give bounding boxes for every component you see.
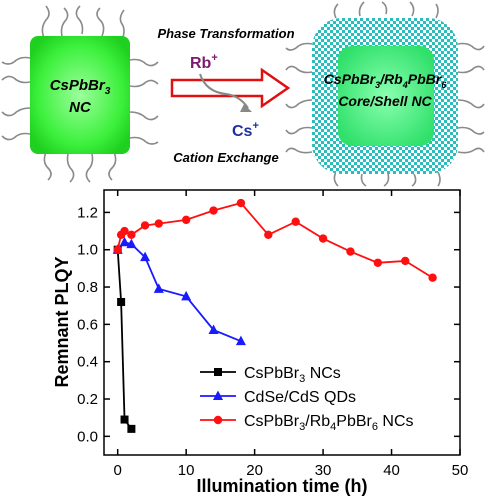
left-label-line1: CsPbBr3	[50, 77, 111, 97]
phase-transformation-caption: Phase Transformation	[157, 26, 294, 41]
series-markers	[112, 198, 437, 433]
y-tick-label: 0.6	[77, 316, 98, 333]
data-point-series-0	[120, 415, 129, 424]
legend-text-part: 3	[299, 373, 305, 385]
legend-marker-0	[214, 368, 222, 376]
data-point-series-1	[153, 283, 164, 293]
legend-text-part: NCs	[378, 413, 414, 430]
plqy-chart: 0 10 20 30 40 50 0.0 0.2 0.4 0.6 0.8 1.0 1.2 Illumi…	[52, 189, 469, 496]
x-tick-label: 0	[114, 462, 122, 479]
rb-ion-label: Rb+	[190, 52, 218, 72]
data-point-series-1	[126, 238, 137, 249]
legend-text-part: 3	[299, 421, 305, 433]
x-tick-label: 20	[246, 462, 263, 479]
legend-text-part: 4	[330, 421, 336, 433]
y-tick-label: 0.4	[77, 354, 98, 371]
data-point-series-2	[209, 206, 218, 215]
legend-marker-1	[213, 390, 223, 400]
legend-label-2: CsPbBr3/Rb4PbBr6 NCs	[244, 413, 414, 433]
plot-frame	[103, 189, 461, 456]
legend-label-0: CsPbBr3 NCs	[244, 365, 341, 385]
left-nanocrystal: CsPbBr3 NC	[1, 5, 159, 183]
right-core	[338, 46, 434, 146]
data-point-series-2	[346, 247, 355, 256]
y-tick-label: 0.0	[77, 428, 98, 445]
data-point-series-2	[127, 230, 136, 239]
reaction-arrow-group: Phase Transformation Rb+ Cs+ Cation Exch…	[157, 26, 294, 165]
series-line-2	[116, 202, 434, 279]
legend-text-part: PbBr	[336, 413, 372, 430]
left-core	[30, 36, 130, 154]
x-tick-label: 10	[178, 462, 195, 479]
data-point-series-2	[373, 258, 383, 267]
cs-ion-label: Cs+	[232, 120, 259, 140]
right-ligands	[285, 1, 485, 187]
legend-text-part: CsPbBr	[244, 365, 300, 382]
data-point-series-2	[291, 217, 300, 226]
data-point-series-2	[140, 221, 150, 230]
cation-exchange-caption: Cation Exchange	[173, 150, 278, 165]
legend-label-1: CdSe/CdS QDs	[244, 389, 356, 406]
data-point-series-1	[119, 236, 130, 247]
data-point-series-2	[264, 230, 273, 239]
data-point-series-2	[401, 256, 410, 266]
y-tick-label: 1.2	[77, 204, 98, 221]
right-label-line1: CsPbBr3/Rb4PbBr6	[324, 71, 447, 90]
data-point-series-0	[117, 297, 126, 306]
data-point-series-1	[140, 251, 151, 262]
x-tick-label: 30	[315, 462, 332, 479]
y-tick-label: 0.8	[77, 279, 98, 296]
legend-text-part: /Rb	[305, 413, 330, 430]
data-point-series-2	[154, 219, 163, 228]
data-point-series-0	[127, 424, 136, 433]
data-point-series-2	[318, 234, 328, 243]
y-tick-label: 0.2	[77, 391, 98, 408]
x-axis-label: Illumination time (h)	[197, 476, 368, 496]
left-label-line2: NC	[69, 99, 92, 116]
x-tick-label: 50	[452, 462, 469, 479]
x-tick-label: 40	[383, 462, 400, 479]
legend-text-part: NCs	[305, 365, 341, 382]
legend-text-part: 6	[372, 421, 378, 433]
exchange-curve	[199, 73, 249, 109]
data-point-series-2	[120, 226, 129, 236]
right-nanocrystal: CsPbBr3/Rb4PbBr6 Core/Shell NC	[285, 1, 485, 187]
data-point-series-2	[428, 273, 437, 282]
data-point-series-2	[113, 245, 122, 254]
data-point-series-2	[181, 215, 191, 225]
legend-text-part: CsPbBr	[244, 413, 300, 430]
left-ligands	[1, 5, 159, 183]
exchange-curve-arrowhead	[240, 104, 252, 112]
right-label-line2: Core/Shell NC	[338, 93, 432, 109]
y-axis-ticks: 0.0 0.2 0.4 0.6 0.8 1.0 1.2	[77, 204, 460, 445]
legend-text-part: CdSe/CdS QDs	[244, 389, 356, 406]
y-tick-label: 1.0	[77, 242, 98, 259]
y-axis-label: Remnant PLQY	[52, 256, 72, 387]
series-line-1	[117, 241, 242, 342]
x-axis-ticks: 0 10 20 30 40 50	[114, 190, 469, 479]
data-point-series-1	[181, 290, 192, 301]
data-point-series-2	[236, 198, 246, 208]
data-point-series-1	[208, 324, 219, 334]
series-line-0	[116, 249, 133, 430]
legend-marker-2	[213, 415, 223, 425]
reaction-arrow	[170, 67, 291, 109]
data-point-series-1	[235, 335, 246, 346]
